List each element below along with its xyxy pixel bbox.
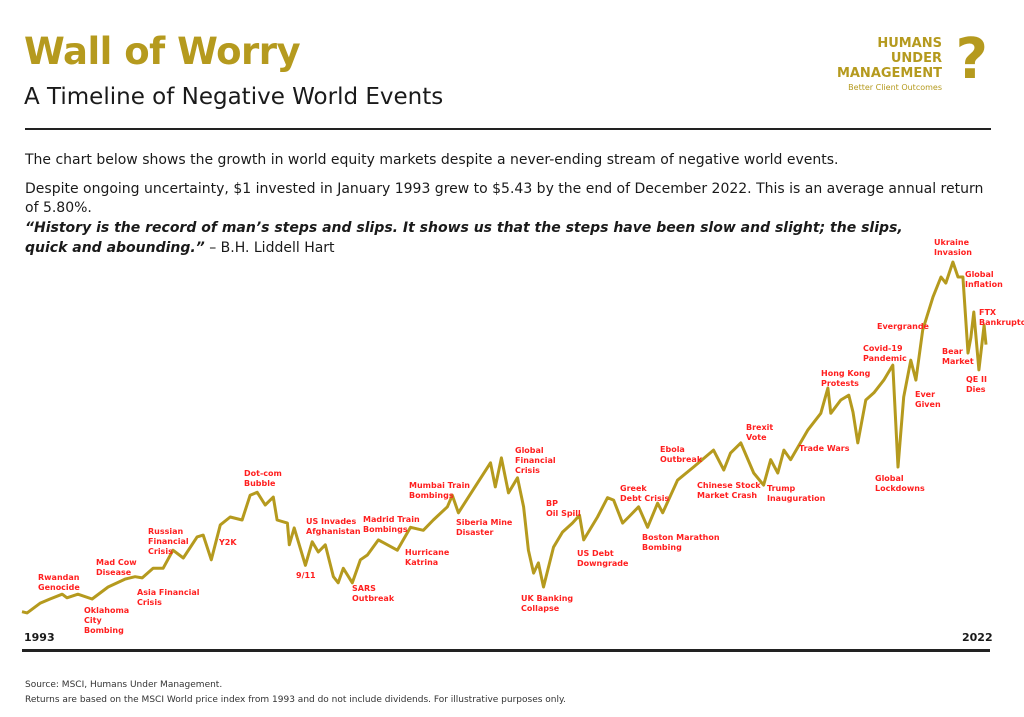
event-annotation: Global Financial Crisis bbox=[515, 446, 556, 475]
event-annotation: Bear Market bbox=[942, 347, 974, 366]
series-line bbox=[21, 260, 988, 615]
logo-line: HUMANS bbox=[877, 36, 942, 51]
event-annotation: Global Inflation bbox=[965, 270, 1003, 289]
event-annotation: Global Lockdowns bbox=[875, 474, 925, 493]
event-annotation: Madrid Train Bombings bbox=[363, 515, 420, 534]
source-note: Source: MSCI, Humans Under Management. bbox=[25, 680, 223, 690]
logo-wordmark: HUMANS UNDER MANAGEMENT bbox=[837, 36, 942, 81]
event-annotation: Ebola Outbreak bbox=[660, 445, 703, 464]
page-title: Wall of Worry bbox=[24, 30, 301, 73]
event-annotation: SARS Outbreak bbox=[352, 584, 395, 603]
event-annotation: UK Banking Collapse bbox=[521, 594, 574, 613]
intro-paragraph: The chart below shows the growth in worl… bbox=[25, 152, 839, 168]
event-annotation: BP Oil Spill bbox=[546, 499, 581, 518]
event-annotation: Oklahoma City Bombing bbox=[84, 606, 130, 635]
event-annotation: Y2K bbox=[219, 538, 237, 547]
quote: “History is the record of man’s steps an… bbox=[25, 218, 903, 258]
event-annotation: FTX Bankruptcy bbox=[979, 308, 1024, 327]
event-annotation: Hurricane Katrina bbox=[405, 548, 450, 567]
event-annotation: QE II Dies bbox=[966, 375, 988, 394]
logo: HUMANS UNDER MANAGEMENT Better Client Ou… bbox=[837, 30, 988, 96]
event-annotation: Dot-com Bubble bbox=[244, 469, 282, 488]
disclaimer-note: Returns are based on the MSCI World pric… bbox=[25, 695, 566, 705]
event-annotation: Rwandan Genocide bbox=[38, 573, 80, 592]
intro-paragraph-return: Despite ongoing uncertainty, $1 invested… bbox=[25, 181, 984, 216]
x-axis bbox=[22, 649, 990, 652]
event-annotation: Trade Wars bbox=[799, 444, 850, 453]
x-tick-label: 1993 bbox=[24, 631, 55, 644]
x-tick-label: 2022 bbox=[962, 631, 993, 644]
event-annotation: Mumbai Train Bombings bbox=[409, 481, 471, 500]
event-annotation: Chinese Stock Market Crash bbox=[697, 481, 761, 500]
event-annotation: US Debt Downgrade bbox=[577, 549, 629, 568]
quote-author: – B.H. Liddell Hart bbox=[204, 240, 335, 256]
page-subtitle: A Timeline of Negative World Events bbox=[24, 84, 444, 110]
event-annotation: Evergrande bbox=[877, 322, 929, 331]
quote-text: “History is the record of man’s steps an… bbox=[25, 220, 903, 236]
event-annotation: Russian Financial Crisis bbox=[148, 527, 189, 556]
event-annotation: US Invades Afghanistan bbox=[306, 517, 361, 536]
event-annotation: 9/11 bbox=[296, 571, 316, 580]
question-head-icon: ? bbox=[955, 27, 988, 92]
header-divider bbox=[25, 128, 991, 130]
event-annotation: Mad Cow Disease bbox=[96, 558, 137, 577]
event-annotation: Ever Given bbox=[915, 390, 941, 409]
event-annotation: Covid-19 Pandemic bbox=[863, 344, 907, 363]
event-annotation: Hong Kong Protests bbox=[821, 369, 871, 388]
logo-tagline: Better Client Outcomes bbox=[848, 83, 942, 92]
event-annotation: Trump Inauguration bbox=[767, 484, 826, 503]
logo-line: MANAGEMENT bbox=[836, 66, 942, 81]
logo-line: UNDER bbox=[890, 51, 942, 66]
event-annotation: Ukraine Invasion bbox=[934, 238, 972, 257]
event-annotation: Brexit Vote bbox=[746, 423, 774, 442]
event-annotation: Asia Financial Crisis bbox=[137, 588, 200, 607]
event-annotation: Greek Debt Crisis bbox=[620, 484, 670, 503]
event-annotation: Boston Marathon Bombing bbox=[642, 533, 720, 552]
event-annotation: Siberia Mine Disaster bbox=[456, 518, 513, 537]
quote-text: quick and abounding.” bbox=[25, 240, 205, 256]
